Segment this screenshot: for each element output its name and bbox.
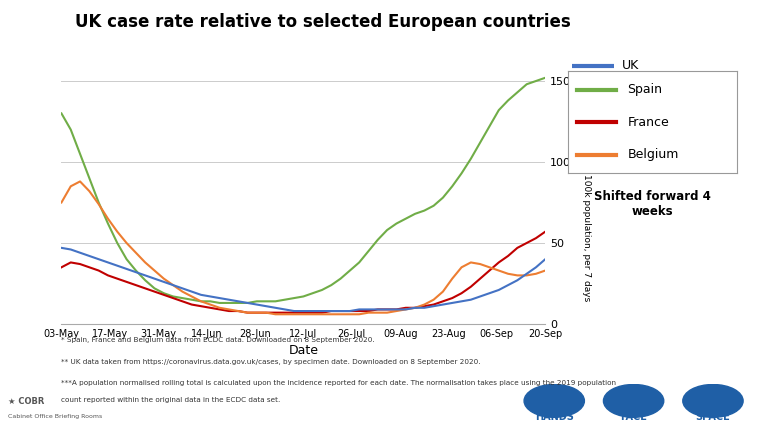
Text: France: France bbox=[627, 115, 669, 129]
Text: SPACE: SPACE bbox=[696, 413, 730, 422]
Text: Cabinet Office Briefing Rooms: Cabinet Office Briefing Rooms bbox=[8, 414, 102, 419]
Text: FACE: FACE bbox=[621, 413, 647, 422]
Text: HANDS: HANDS bbox=[535, 413, 574, 422]
Text: ***A population normalised rolling total is calculated upon the incidence report: ***A population normalised rolling total… bbox=[61, 380, 617, 386]
Text: ★ COBR: ★ COBR bbox=[8, 397, 44, 407]
Circle shape bbox=[683, 384, 743, 417]
Text: UK case rate relative to selected European countries: UK case rate relative to selected Europe… bbox=[74, 13, 571, 31]
Text: * Spain, France and Belgium data from ECDC data. Downloaded on 8 September 2020.: * Spain, France and Belgium data from EC… bbox=[61, 337, 375, 343]
Y-axis label: Incidence rate per 100k population, per 7 days: Incidence rate per 100k population, per … bbox=[582, 88, 591, 301]
X-axis label: Date: Date bbox=[288, 344, 319, 357]
Text: UK: UK bbox=[622, 59, 639, 72]
Circle shape bbox=[604, 384, 664, 417]
Text: Belgium: Belgium bbox=[627, 148, 679, 161]
Text: Shifted forward 4
weeks: Shifted forward 4 weeks bbox=[594, 190, 711, 218]
Text: Spain: Spain bbox=[627, 83, 663, 96]
Text: count reported within the original data in the ECDC data set.: count reported within the original data … bbox=[61, 397, 280, 403]
Circle shape bbox=[524, 384, 584, 417]
Text: ** UK data taken from https://coronavirus.data.gov.uk/cases, by specimen date. D: ** UK data taken from https://coronaviru… bbox=[61, 359, 481, 365]
